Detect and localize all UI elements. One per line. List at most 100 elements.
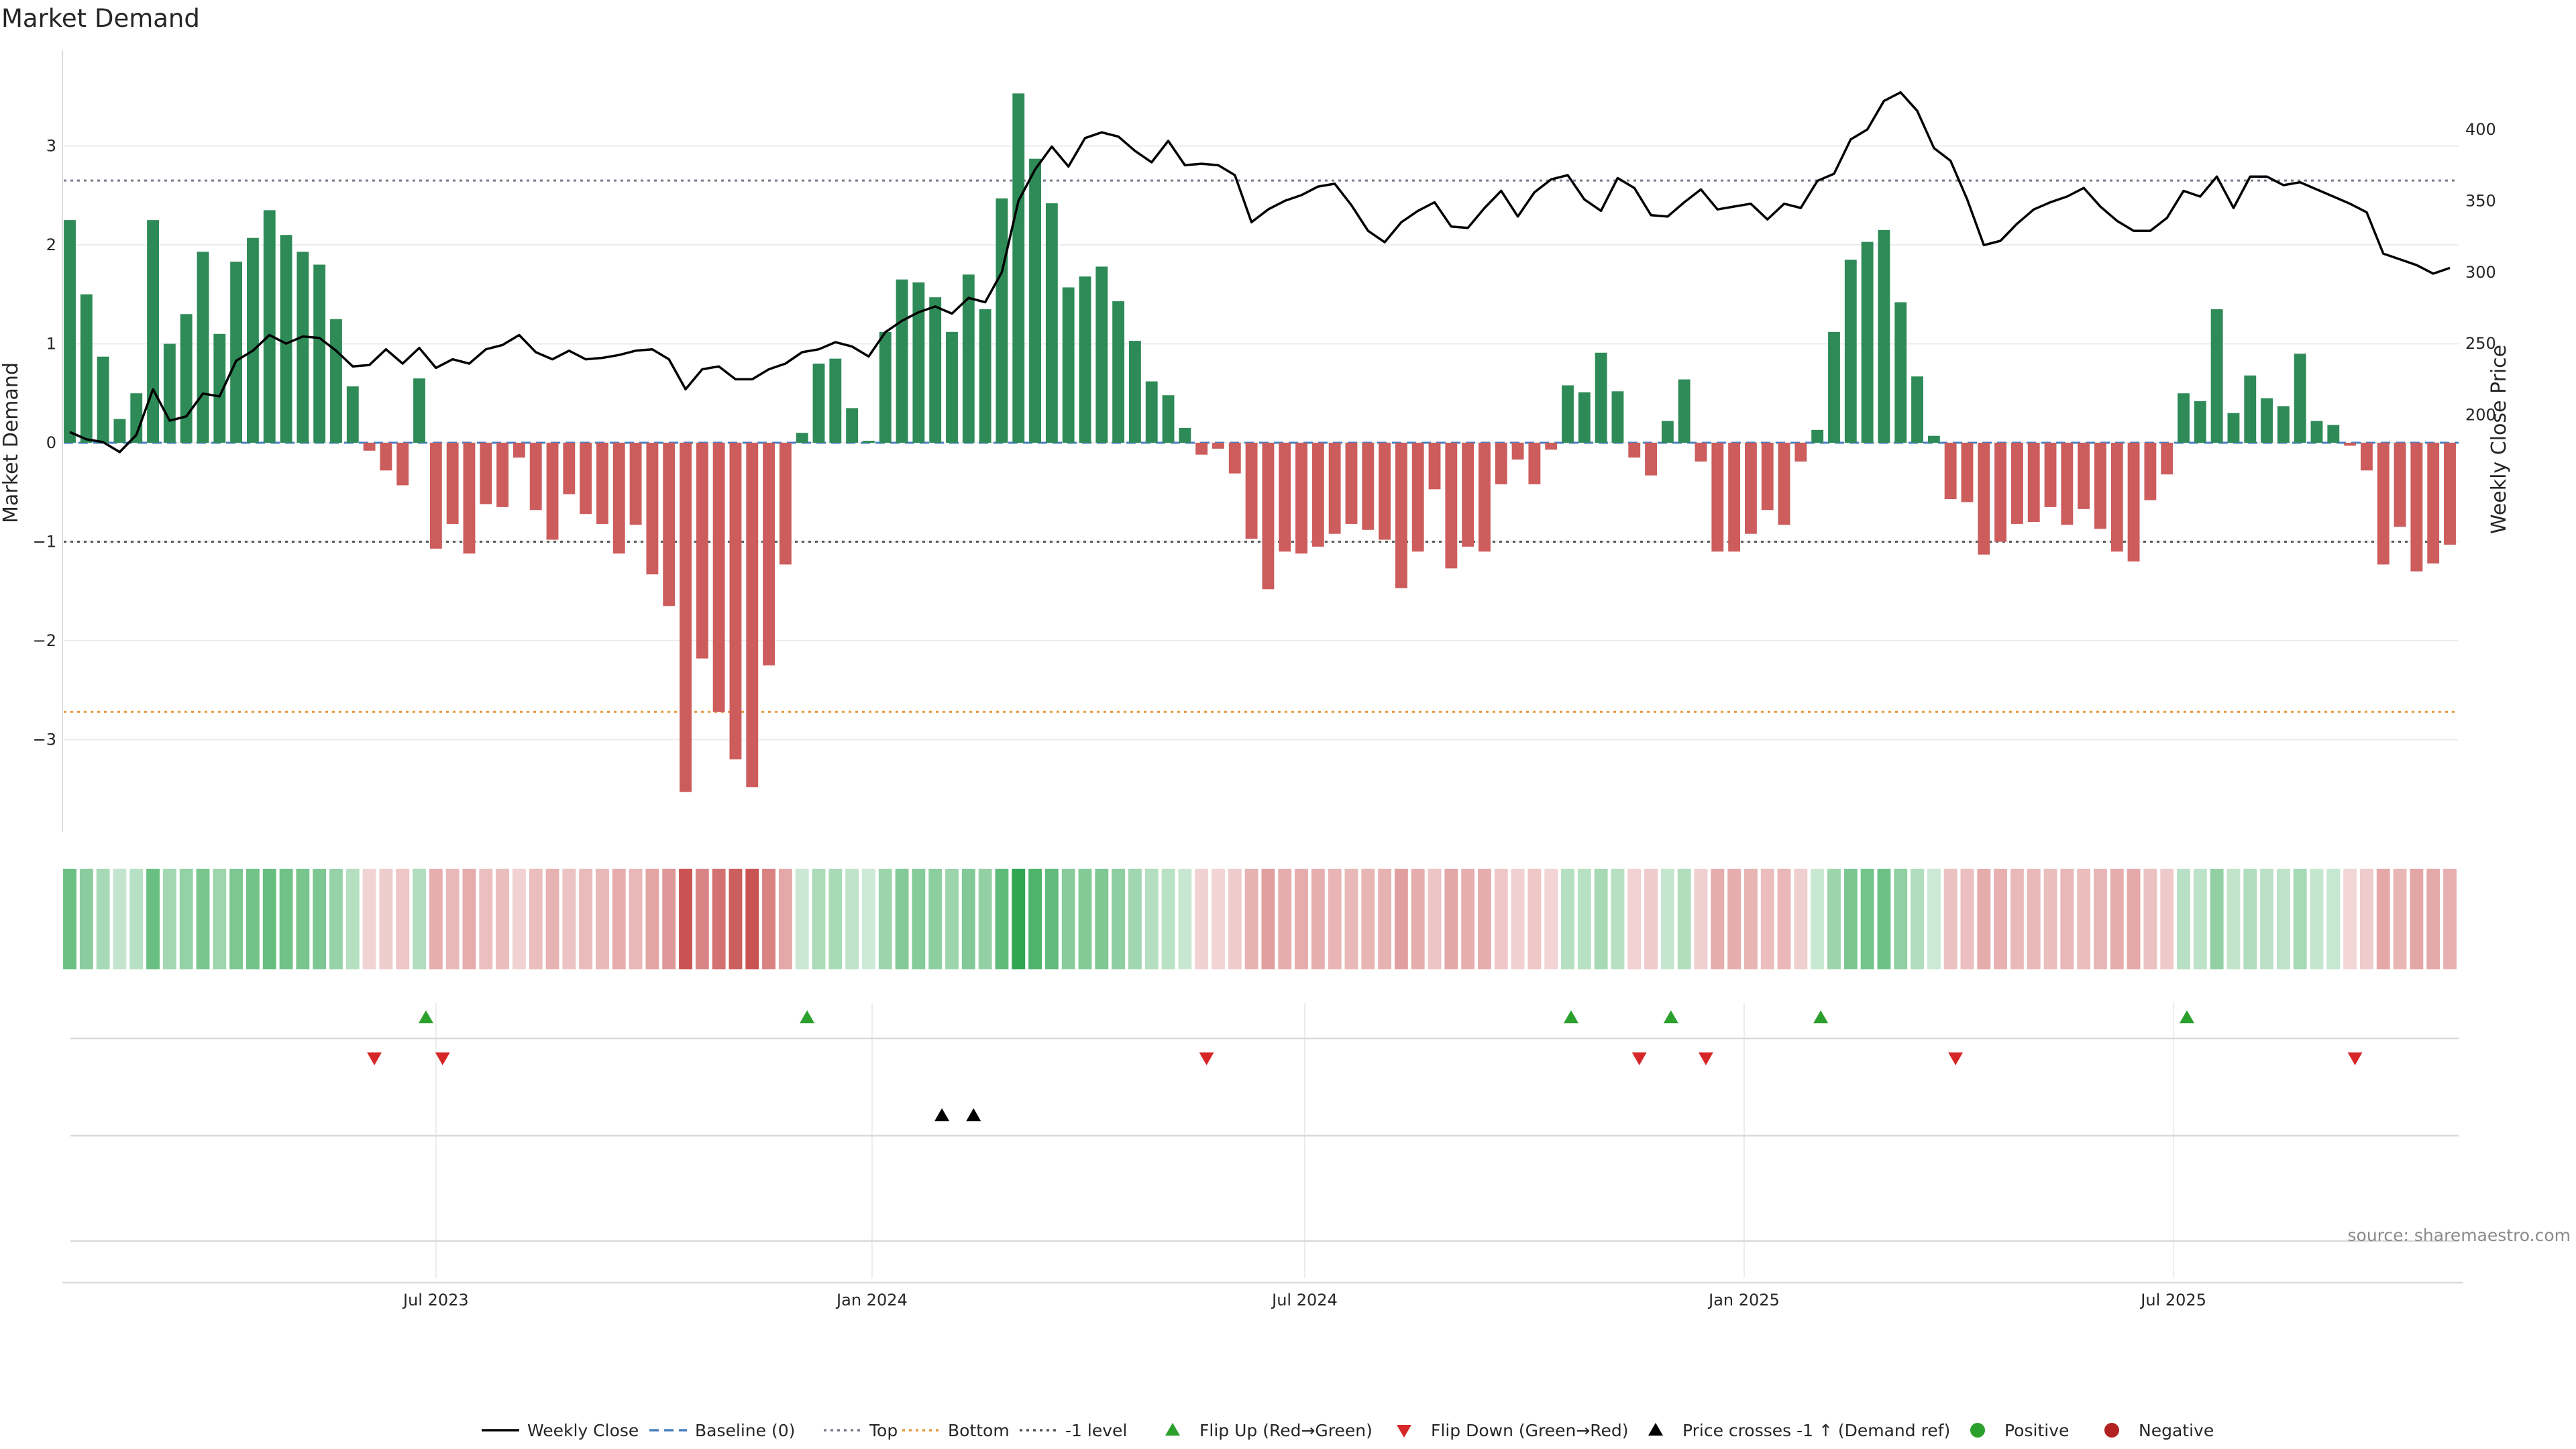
demand-bar — [213, 333, 226, 443]
heat-cell — [1394, 869, 1408, 969]
demand-bar — [2244, 375, 2257, 443]
heat-cell — [1095, 869, 1109, 969]
flip-up-marker — [418, 1010, 433, 1024]
heat-cell — [1361, 869, 1375, 969]
demand-bar — [2010, 443, 2023, 524]
event-marker-panels — [62, 1003, 2463, 1284]
heat-cell — [1561, 869, 1574, 969]
demand-bar — [363, 443, 376, 451]
demand-bar — [1411, 443, 1424, 552]
left-tick-label: −3 — [33, 731, 56, 749]
demand-bar — [2277, 406, 2290, 443]
heat-cell — [729, 869, 743, 969]
heat-cell — [1577, 869, 1591, 969]
heat-cell — [562, 869, 576, 969]
flip-down-marker — [2347, 1052, 2363, 1065]
heat-cell — [1760, 869, 1774, 969]
demand-bar — [2161, 443, 2174, 475]
demand-bar — [646, 443, 659, 575]
right-tick-label: 400 — [2465, 120, 2496, 139]
heat-cell — [1061, 869, 1075, 969]
heat-cell — [2193, 869, 2207, 969]
demand-bar — [2394, 443, 2406, 527]
demand-bar — [1179, 427, 1191, 443]
heat-cell — [596, 869, 609, 969]
heat-cell — [2127, 869, 2141, 969]
heat-cell — [795, 869, 809, 969]
demand-bar — [163, 343, 176, 443]
heat-cell — [229, 869, 244, 969]
heat-cell — [496, 869, 510, 969]
demand-bar — [1311, 443, 1324, 547]
weekly-close-line — [69, 91, 2451, 453]
right-tick-label: 200 — [2465, 406, 2496, 425]
heat-cell — [2276, 869, 2290, 969]
demand-bar — [2444, 443, 2456, 545]
demand-bar — [1128, 341, 1141, 443]
heat-cell — [1794, 869, 1808, 969]
heat-cell — [1694, 869, 1708, 969]
demand-bar — [2410, 443, 2423, 572]
demand-bar — [1927, 435, 1940, 443]
demand-bar — [1495, 443, 1507, 484]
heat-cell — [1777, 869, 1791, 969]
demand-bar — [1245, 443, 1258, 539]
heat-cell — [961, 869, 975, 969]
demand-bar — [1711, 443, 1724, 552]
heat-cell — [862, 869, 875, 969]
demand-bar — [1079, 276, 1091, 443]
flip-down-marker — [367, 1052, 382, 1065]
heat-cell — [2060, 869, 2074, 969]
demand-bar — [429, 443, 442, 549]
demand-bar — [546, 443, 559, 540]
heat-cell — [2410, 869, 2424, 969]
heat-cell — [2043, 869, 2057, 969]
heat-cell — [146, 869, 160, 969]
demand-bar — [1279, 443, 1291, 552]
demand-bar — [1395, 443, 1407, 588]
heat-cell — [2143, 869, 2157, 969]
demand-bar — [746, 443, 759, 788]
demand-bar — [729, 443, 742, 759]
demand-bar — [380, 443, 392, 471]
demand-bar — [197, 252, 209, 443]
heat-cell — [845, 869, 859, 969]
demand-bar — [863, 441, 875, 443]
demand-bar — [962, 274, 975, 443]
demand-bar — [330, 319, 342, 443]
legend-label: Price crosses -1 ↑ (Demand ref) — [1682, 1421, 1950, 1440]
demand-bar — [446, 443, 459, 524]
heat-cell — [329, 869, 343, 969]
heat-cell — [1994, 869, 2008, 969]
demand-bar — [812, 364, 825, 443]
heat-cell — [213, 869, 227, 969]
legend-label: Top — [869, 1421, 898, 1440]
right-axis-ticks: 400 350 300 250 200 — [2465, 120, 2496, 425]
heat-cell — [1860, 869, 1874, 969]
heat-cell — [1511, 869, 1525, 969]
demand-bar — [2310, 421, 2323, 443]
heat-cell — [1943, 869, 1957, 969]
heat-cell — [1877, 869, 1891, 969]
legend-item: Weekly Close — [482, 1421, 639, 1440]
heat-cell — [1195, 869, 1209, 969]
heat-cell — [1843, 869, 1858, 969]
heat-cell — [2177, 869, 2190, 969]
legend-item: Baseline (0) — [649, 1421, 795, 1440]
demand-bar — [1262, 443, 1275, 590]
chart-legend: Weekly Close Baseline (0) Top Bottom -1 leve… — [482, 1421, 2214, 1440]
demand-bar — [1145, 381, 1158, 443]
heat-cell — [1527, 869, 1542, 969]
demand-bar — [130, 393, 143, 443]
heat-cell — [2010, 869, 2024, 969]
legend-label: Weekly Close — [527, 1421, 639, 1440]
demand-bar — [1744, 443, 1757, 534]
heat-cell — [1894, 869, 1908, 969]
heat-cell — [345, 869, 360, 969]
legend-triangle-up-icon — [1648, 1423, 1663, 1436]
heat-cell — [1411, 869, 1425, 969]
legend-item: Bottom — [902, 1421, 1010, 1440]
demand-bar — [1778, 443, 1790, 525]
